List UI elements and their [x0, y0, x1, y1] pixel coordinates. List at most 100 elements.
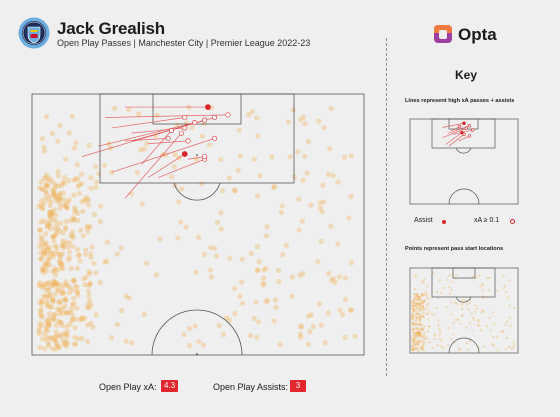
- xa-marker: [182, 125, 188, 131]
- key-pass-start-point: [418, 340, 421, 343]
- pass-start-point: [86, 202, 92, 208]
- key-pass-start-point: [411, 301, 414, 304]
- key-pass-start-point: [412, 330, 415, 333]
- pass-start-point: [66, 257, 72, 263]
- key-pass-start-point: [462, 298, 465, 301]
- pass-start-point: [63, 338, 69, 344]
- pass-start-point: [101, 162, 107, 168]
- key-pass-start-point: [504, 284, 507, 288]
- pass-start-point: [153, 272, 160, 278]
- key-pass-start-point: [506, 296, 510, 299]
- key-pass-start-point: [419, 308, 423, 311]
- pass-start-point: [50, 254, 56, 260]
- pass-start-point: [51, 234, 58, 240]
- key-pass-start-point: [505, 320, 509, 323]
- pass-start-point: [193, 269, 199, 275]
- key-pass-start-point: [446, 278, 449, 282]
- key-pass-start-point: [411, 337, 414, 341]
- key-pass-start-point: [417, 317, 421, 320]
- pass-start-point: [83, 251, 89, 257]
- pass-start-point: [85, 288, 91, 294]
- pass-start-point: [79, 181, 85, 187]
- pass-start-point: [66, 130, 72, 136]
- pass-start-point: [40, 242, 46, 248]
- pass-start-point: [46, 315, 52, 321]
- pass-start-point: [189, 125, 195, 131]
- key-penalty-box: [431, 118, 496, 149]
- key-pass-start-point: [414, 296, 417, 299]
- key-pass-start-point: [419, 320, 422, 323]
- key-pass-start-point: [413, 293, 416, 297]
- key-penalty-arc: [455, 147, 472, 154]
- pass-start-point: [83, 274, 89, 280]
- pass-start-point: [43, 231, 49, 237]
- pass-start-point: [49, 296, 55, 302]
- pass-start-point: [60, 190, 66, 196]
- key-pass-start-point: [476, 307, 479, 310]
- key-pass-start-point: [411, 316, 415, 319]
- key-pass-start-point: [440, 291, 443, 295]
- pass-start-point: [123, 338, 129, 344]
- xa-marker: [467, 134, 472, 138]
- key-pass-start-point: [466, 348, 469, 351]
- key-pass-start-point: [467, 308, 471, 311]
- pass-start-point: [51, 190, 57, 196]
- key-pass-start-point: [415, 295, 419, 298]
- pass-start-point: [40, 253, 46, 259]
- pass-start-point: [57, 319, 63, 326]
- pass-start-point: [75, 183, 81, 189]
- pass-start-point: [316, 301, 323, 307]
- pass-start-point: [51, 192, 57, 198]
- pass-start-point: [52, 217, 59, 223]
- key-pass-start-point: [491, 342, 494, 346]
- pass-start-point: [60, 333, 66, 339]
- pass-start-point: [93, 164, 99, 170]
- key-pass-start-point: [507, 345, 511, 348]
- pass-start-point: [261, 275, 267, 281]
- pass-start-point: [62, 296, 68, 303]
- pass-start-point: [51, 267, 58, 273]
- pass-start-point: [57, 191, 63, 197]
- key-pass-start-point: [439, 330, 442, 333]
- pass-start-point: [85, 228, 91, 235]
- pass-start-point: [172, 183, 178, 189]
- key-pass-start-point: [411, 323, 415, 327]
- key-pass-start-point: [461, 307, 464, 311]
- key-pass-start-point: [491, 311, 495, 314]
- key-pass-start-point: [414, 312, 418, 316]
- pass-start-point: [272, 297, 279, 303]
- key-pass-start-point: [421, 345, 424, 348]
- pass-start-point: [276, 267, 282, 274]
- key-pass-start-point: [434, 332, 437, 336]
- key-pass-start-point: [418, 302, 422, 305]
- key-pass-start-point: [412, 310, 415, 314]
- pass-line: [131, 117, 215, 142]
- key-pass-start-point: [454, 301, 457, 305]
- pass-start-point: [254, 115, 260, 121]
- pass-start-point: [297, 272, 303, 278]
- pass-start-point: [56, 310, 63, 316]
- key-pass-start-point: [421, 314, 424, 317]
- key-pass-start-point: [417, 333, 420, 336]
- pass-start-point: [298, 324, 305, 330]
- key-pass-start-point: [485, 324, 489, 328]
- pass-start-point: [47, 202, 53, 208]
- pass-start-point: [53, 195, 59, 201]
- pass-start-point: [269, 154, 275, 160]
- pass-start-point: [63, 282, 69, 288]
- pass-start-point: [175, 235, 181, 241]
- pass-start-point: [43, 182, 49, 188]
- pass-start-point: [49, 304, 55, 310]
- pass-start-point: [50, 314, 57, 321]
- pass-start-point: [42, 240, 48, 247]
- key-pass-start-point: [476, 324, 479, 327]
- pass-start-point: [91, 260, 97, 266]
- key-pass-start-point: [417, 295, 420, 299]
- key-pass-start-point: [418, 295, 421, 299]
- key-pass-start-point: [450, 280, 454, 284]
- pass-start-point: [62, 303, 68, 309]
- pass-start-point: [319, 208, 325, 215]
- key-pass-start-point: [413, 347, 416, 351]
- pass-start-point: [70, 233, 76, 239]
- pass-start-point: [257, 173, 263, 179]
